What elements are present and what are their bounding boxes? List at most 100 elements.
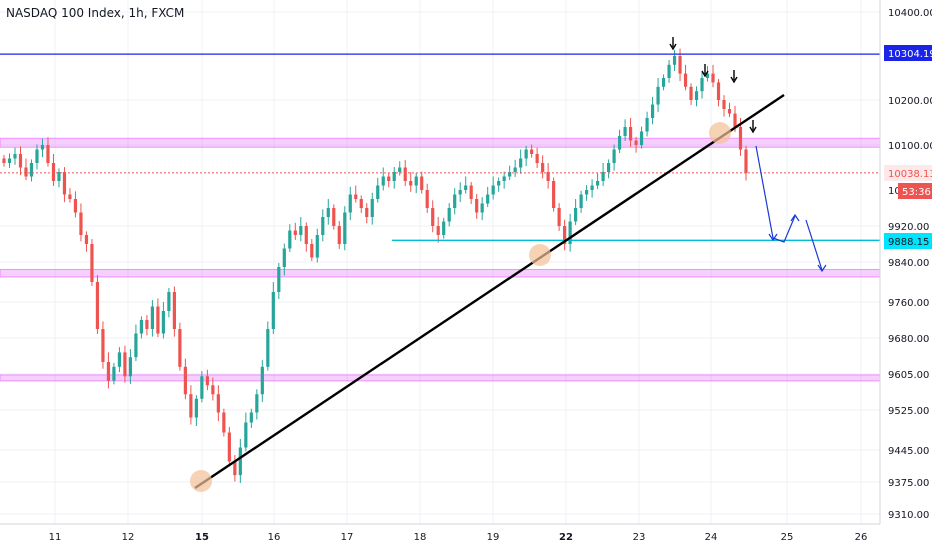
candle-body: [172, 292, 176, 329]
candle-body: [678, 56, 682, 74]
candle-body: [365, 208, 369, 217]
candle-body: [650, 104, 655, 118]
price-tick-label: 10100.00: [888, 141, 932, 152]
candle-body: [381, 176, 385, 186]
candle-body: [639, 131, 644, 145]
candle-body: [337, 226, 341, 244]
candle-body: [183, 366, 187, 395]
candle-body: [40, 145, 45, 150]
candle-body: [106, 362, 111, 381]
time-axis[interactable]: 11 12 15 16 17 18 19 22 23 24 25 26: [0, 523, 880, 543]
candlestick-series: [2, 48, 748, 483]
candle-body: [128, 357, 133, 377]
candle-body: [315, 235, 319, 258]
touch-marker: [709, 122, 731, 144]
price-tick-label: 9310.00: [888, 510, 929, 521]
candle-body: [216, 394, 220, 413]
grid: [0, 0, 880, 524]
candle-body: [541, 163, 545, 172]
candle-body: [420, 176, 424, 190]
resistance-price-label: 10304.19: [888, 49, 932, 60]
candle-body: [661, 78, 666, 87]
candle-body: [293, 230, 297, 235]
candle-body: [205, 376, 209, 386]
candle-body: [321, 217, 325, 235]
price-axis[interactable]: 10400.00 10200.00 10100.00 9920.00 9840.00 97…: [879, 0, 932, 524]
candle-body: [260, 366, 264, 395]
candle-body: [57, 172, 61, 181]
last-price-tag: [884, 165, 932, 181]
price-tick-label: 9760.00: [888, 298, 929, 309]
candle-body: [84, 235, 89, 244]
candle-body: [392, 172, 396, 181]
candle-body: [277, 267, 281, 292]
candle-body: [101, 329, 105, 362]
candle-body: [326, 208, 330, 217]
candle-body: [18, 154, 23, 168]
last-price-label: 10038.13: [888, 169, 932, 180]
projection-path: [805, 219, 823, 271]
candle-body: [211, 385, 215, 395]
projection-arrow-head: [768, 233, 778, 242]
candle-body: [711, 73, 715, 83]
candle-body: [683, 73, 688, 87]
candle-body: [628, 127, 633, 141]
candle-body: [123, 352, 127, 377]
candle-body: [508, 172, 512, 177]
candle-body: [376, 185, 380, 199]
candle-body: [535, 154, 539, 163]
projection-arrow-head: [817, 264, 827, 273]
candle-body: [722, 100, 726, 109]
candle-body: [156, 306, 160, 334]
time-tick-label: 18: [414, 532, 427, 543]
candle-body: [590, 185, 594, 190]
candle-body: [546, 172, 550, 181]
candle-body: [425, 190, 429, 208]
candle-body: [145, 320, 149, 329]
chart-title: NASDAQ 100 Index, 1h, FXCM: [6, 6, 185, 20]
candle-body: [700, 78, 704, 92]
support-resistance-zones: [0, 137, 881, 382]
candle-body: [672, 56, 677, 65]
price-tick-label: 9680.00: [888, 334, 929, 345]
price-tick-label: 9375.00: [888, 478, 929, 489]
candle-body: [733, 113, 737, 127]
candle-body: [524, 149, 528, 159]
candle-body: [354, 194, 358, 199]
candle-body: [475, 199, 479, 213]
time-tick-label: 22: [559, 532, 573, 543]
candle-body: [453, 194, 457, 208]
down-arrow-head: [730, 76, 738, 84]
candle-body: [513, 167, 517, 172]
candle-body: [705, 73, 710, 78]
time-tick-label: 19: [487, 532, 500, 543]
candle-body: [238, 447, 242, 476]
time-tick-label: 16: [268, 532, 281, 543]
candle-body: [13, 154, 17, 159]
candle-body: [299, 226, 303, 235]
candle-body: [304, 226, 308, 244]
candle-body: [189, 394, 193, 418]
candle-body: [233, 461, 237, 476]
candle-body: [491, 185, 495, 195]
candle-body: [738, 127, 743, 150]
candle-body: [79, 212, 83, 235]
candle-body: [90, 244, 94, 282]
candle-body: [117, 352, 122, 367]
price-zone: [0, 269, 881, 278]
resistance-price-tag: [884, 45, 932, 61]
time-tick-label: 25: [781, 532, 794, 543]
candle-body: [29, 163, 34, 177]
last-price-partial-label: 10: [888, 186, 901, 197]
candle-body: [244, 422, 248, 448]
candle-body: [480, 203, 484, 213]
projection-path: [755, 145, 796, 243]
candle-body: [585, 190, 589, 195]
price-tick-label: 9920.00: [888, 222, 929, 233]
candle-body: [436, 226, 440, 235]
candle-body: [73, 199, 78, 213]
touch-marker: [190, 470, 212, 492]
candle-body: [596, 181, 600, 186]
candle-body: [486, 194, 490, 204]
